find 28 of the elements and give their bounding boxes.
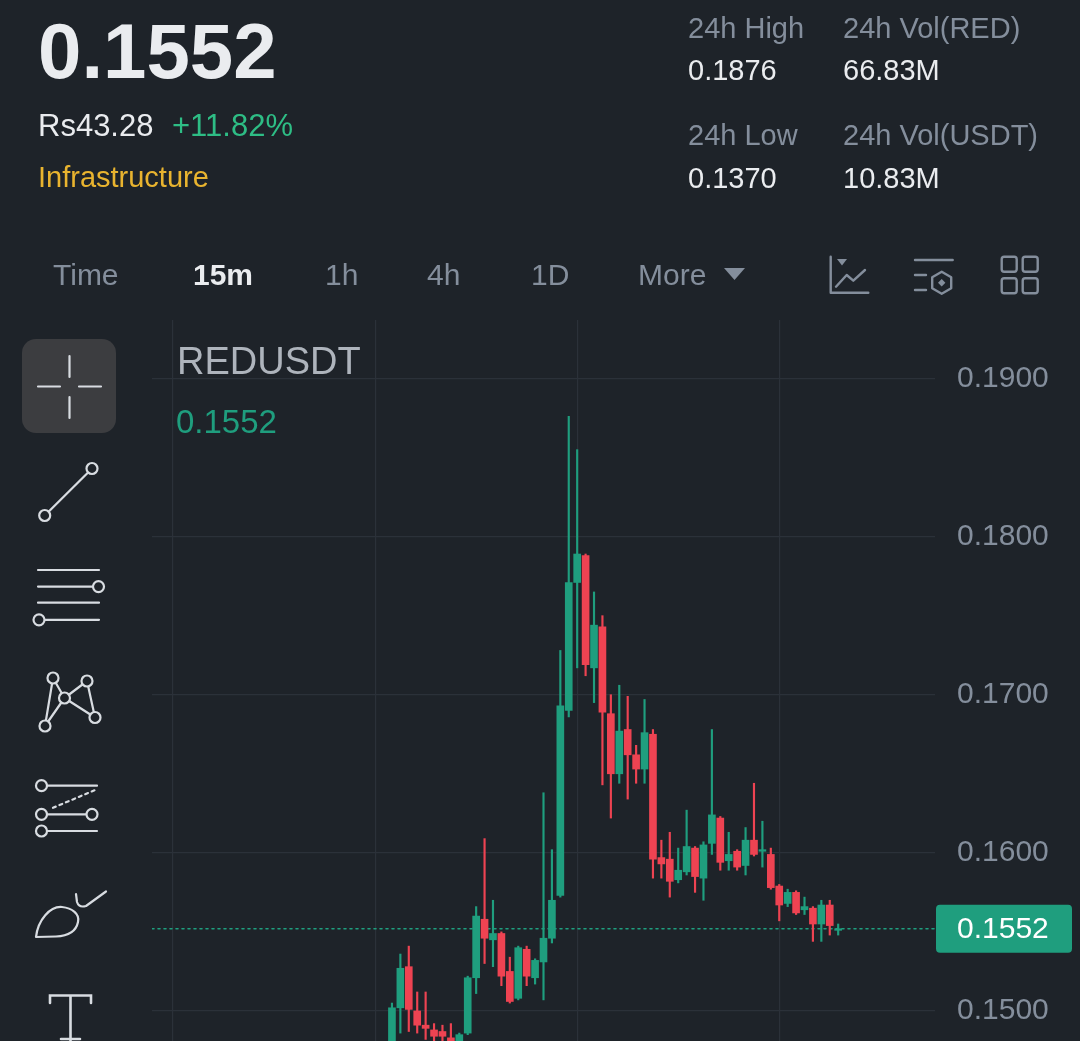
text: +11.82% [172,108,293,143]
text: 0.1552 [176,403,277,440]
text: 0.1876 [688,54,777,86]
text: 24h Low [688,119,798,151]
text: 66.83M [843,54,940,86]
text: More [638,258,707,291]
y-tick-label: 0.1700 [957,676,1049,709]
text: 1h [325,258,359,291]
y-tick-label: 0.1600 [957,834,1049,868]
text: REDUSDT [177,340,361,382]
text: Infrastructure [38,161,209,193]
ref-line-label: 0.1552 [957,911,1049,944]
text: 1D [531,258,570,291]
text: 4h [427,258,461,291]
text: 0.1552 [38,7,277,95]
candlestick [800,896,809,915]
text: 15m [193,258,254,291]
text: 24h High [688,12,805,44]
text: Rs43.28 [38,108,154,143]
text: 0.1370 [688,162,777,194]
text: Time [53,258,119,291]
text: 24h Vol(USDT) [843,119,1039,151]
y-tick-label: 0.1800 [957,517,1049,551]
text: 10.83M [843,162,940,194]
text: 24h Vol(RED) [843,12,1021,44]
y-tick-label: 0.1500 [957,992,1049,1026]
y-tick-label: 0.1900 [957,359,1049,393]
candlestick [480,838,489,964]
